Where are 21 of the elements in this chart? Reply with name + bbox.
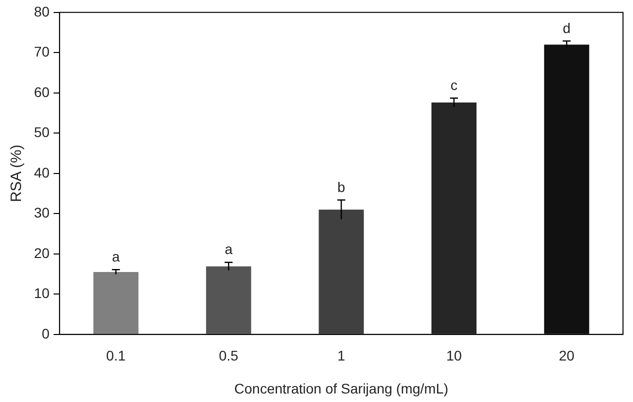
x-tick-label: 0.1 (106, 348, 126, 364)
y-tick-label: 30 (34, 204, 50, 221)
y-tick-label: 0 (42, 325, 50, 342)
annotation: c (450, 76, 458, 93)
y-axis-title: RSA (%) (8, 144, 26, 202)
y-tick-label: 50 (34, 124, 50, 140)
x-tick-label: 0.5 (218, 348, 239, 364)
x-axis-title: Concentration of Sarijang (mg/mL) (234, 380, 448, 396)
y-tick-label: 20 (34, 244, 50, 261)
y-tick-label: 60 (34, 84, 50, 100)
x-tick-label: 1 (337, 348, 346, 364)
annotation: a (224, 241, 233, 258)
x-tick-label: 10 (446, 348, 462, 364)
y-tick-label: 40 (34, 164, 50, 180)
y-tick-label: 70 (34, 44, 50, 60)
annotation: b (337, 178, 346, 195)
y-tick-label: 10 (34, 285, 50, 302)
annotation: d (562, 20, 571, 36)
y-tick-label: 80 (34, 3, 50, 20)
annotation: a (112, 248, 120, 264)
x-tick-label: 20 (558, 348, 575, 364)
